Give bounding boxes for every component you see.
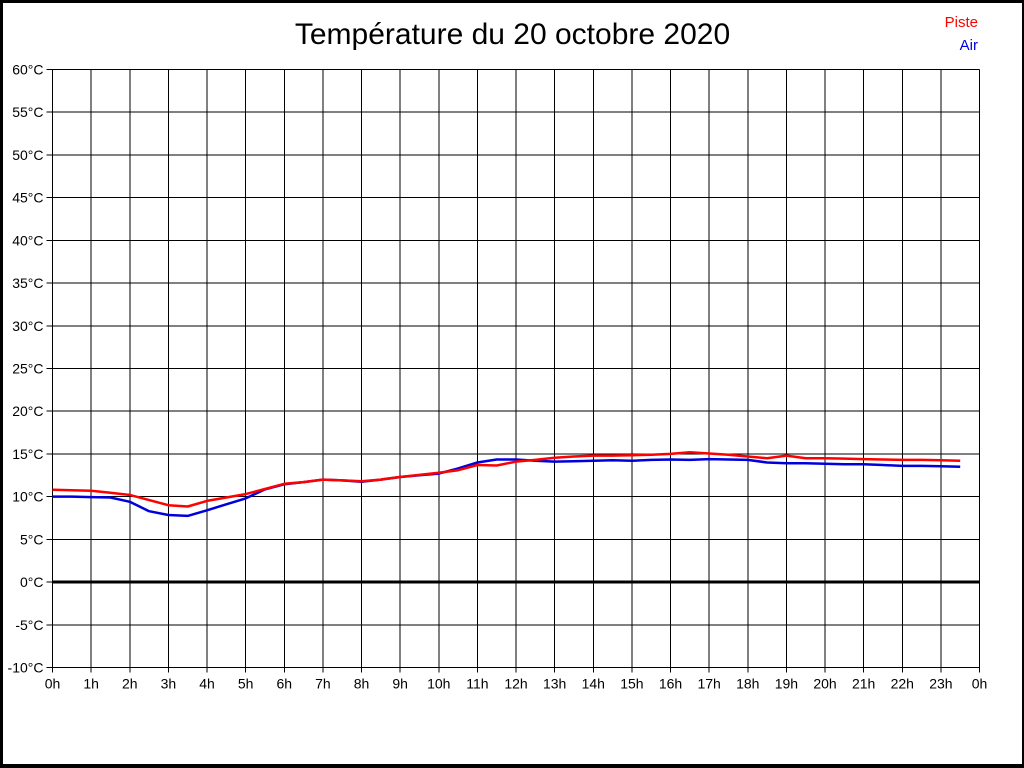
svg-text:-10°C: -10°C xyxy=(8,660,44,676)
svg-text:60°C: 60°C xyxy=(12,62,43,78)
svg-text:5h: 5h xyxy=(238,676,254,692)
y-axis-ticks xyxy=(46,69,53,668)
svg-text:19h: 19h xyxy=(775,676,798,692)
svg-text:23h: 23h xyxy=(929,676,952,692)
legend-item-piste: Piste xyxy=(944,14,978,31)
series-air-line xyxy=(52,457,961,518)
svg-text:50°C: 50°C xyxy=(12,147,43,163)
svg-text:7h: 7h xyxy=(315,676,331,692)
svg-text:18h: 18h xyxy=(736,676,759,692)
chart-title: Température du 20 octobre 2020 xyxy=(294,18,731,51)
svg-text:10°C: 10°C xyxy=(12,489,43,505)
svg-text:21h: 21h xyxy=(852,676,875,692)
svg-text:15h: 15h xyxy=(620,676,643,692)
svg-text:17h: 17h xyxy=(697,676,720,692)
svg-text:11h: 11h xyxy=(466,676,488,692)
svg-text:12h: 12h xyxy=(504,676,527,692)
x-tick-labels: 0h 1h 2h 3h 4h 5h 6h 7h 8h 9h 10h 11h 12h 13h 14h 15h 16… xyxy=(45,676,988,692)
svg-text:4h: 4h xyxy=(199,676,215,692)
svg-text:0°C: 0°C xyxy=(20,574,44,590)
x-axis-ticks xyxy=(52,667,980,673)
legend: Piste Air xyxy=(945,11,978,57)
svg-text:20h: 20h xyxy=(813,676,836,692)
svg-text:15°C: 15°C xyxy=(12,446,43,462)
svg-text:55°C: 55°C xyxy=(12,104,43,120)
svg-text:8h: 8h xyxy=(354,676,370,692)
svg-text:14h: 14h xyxy=(582,676,605,692)
svg-text:0h: 0h xyxy=(972,676,988,692)
svg-text:1h: 1h xyxy=(83,676,99,692)
svg-text:35°C: 35°C xyxy=(12,275,43,291)
svg-text:40°C: 40°C xyxy=(12,232,43,248)
y-tick-labels: 60°C 55°C 50°C 45°C 40°C 35°C 30°C 25°C 20°C 15°C… xyxy=(8,62,44,676)
svg-text:22h: 22h xyxy=(891,676,914,692)
svg-text:-5°C: -5°C xyxy=(15,617,43,633)
svg-text:9h: 9h xyxy=(392,676,408,692)
svg-text:5°C: 5°C xyxy=(20,531,44,547)
series-piste-line xyxy=(52,450,961,508)
svg-text:45°C: 45°C xyxy=(12,190,43,206)
svg-text:10h: 10h xyxy=(427,676,450,692)
svg-text:20°C: 20°C xyxy=(12,403,43,419)
svg-text:30°C: 30°C xyxy=(12,318,43,334)
svg-text:2h: 2h xyxy=(122,676,138,692)
svg-text:25°C: 25°C xyxy=(12,361,43,377)
svg-text:0h: 0h xyxy=(45,676,61,692)
svg-text:3h: 3h xyxy=(161,676,177,692)
svg-text:13h: 13h xyxy=(543,676,566,692)
legend-item-air: Air xyxy=(959,37,978,54)
svg-text:16h: 16h xyxy=(659,676,682,692)
temperature-chart: 60°C 55°C 50°C 45°C 40°C 35°C 30°C 25°C 20°C 15°C… xyxy=(8,62,988,692)
svg-text:6h: 6h xyxy=(276,676,292,692)
